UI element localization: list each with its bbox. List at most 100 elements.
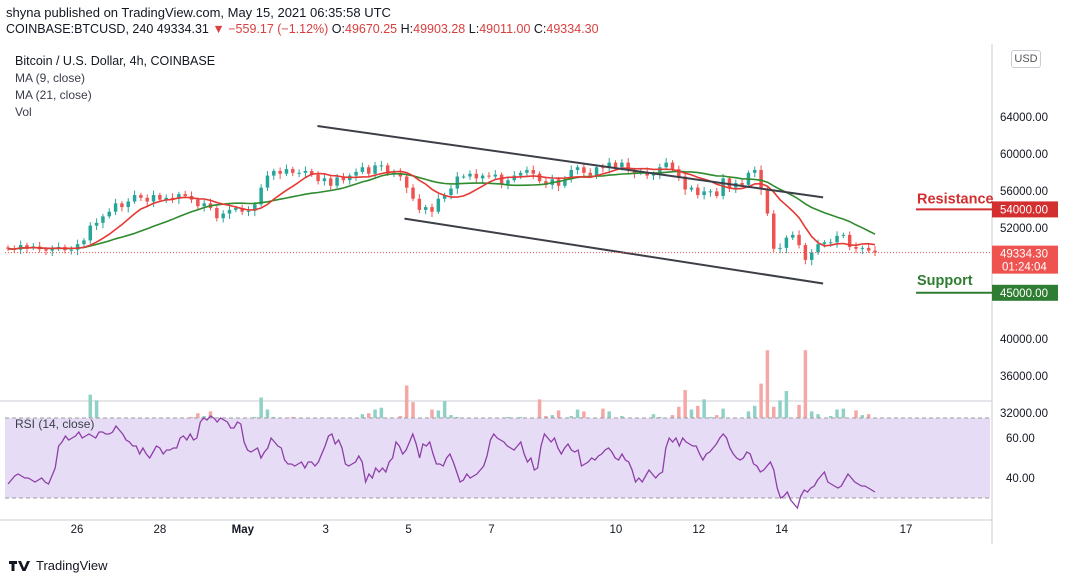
time-tick-label: 3 [322,524,328,536]
volume-bar [411,402,415,433]
open-value: 49670.25 [345,22,398,36]
candle-body [253,204,257,211]
candle-body [607,162,611,169]
candle-body [411,187,415,199]
candle-body [107,211,111,217]
candle-body [620,162,624,168]
high-label: H: [400,22,414,36]
candle-body [246,210,251,212]
candle-body [221,213,225,219]
candle-body [677,169,681,177]
time-tick-label: 26 [71,524,84,536]
candle-body [601,167,605,169]
candle-body [569,170,573,180]
resistance-price-tag-text: 54000.00 [1000,204,1048,216]
candle-body [518,172,523,176]
price-tick-label: 56000.00 [1000,186,1048,198]
candle-body [860,247,865,249]
price-change: −559.17 (−1.12%) [228,22,329,36]
tradingview-brand: TradingView [36,558,108,573]
candle-body [594,167,599,176]
candle-body [69,249,74,251]
candle-body [284,169,289,174]
candle-body [873,250,877,253]
candle-body [316,174,320,182]
candle-body [158,195,162,200]
candle-body [164,197,168,200]
candle-body [803,245,808,260]
candle-body [170,197,175,199]
currency-button[interactable]: USD [1011,50,1041,68]
candle-body [113,203,118,212]
candle-body [82,240,86,245]
candle-body [556,179,561,186]
high-value: 49903.28 [413,22,466,36]
price-tick-label: 40000.00 [1000,334,1048,346]
candle-body [44,249,48,251]
candle-body [797,234,801,246]
candle-body [417,198,422,210]
legend-ma9[interactable]: MA (9, close) [15,71,86,85]
rsi-tick-label: 40.00 [1006,473,1035,485]
volume-bar [803,350,808,433]
candle-body [436,198,441,212]
candle-body [272,170,276,176]
candle-body [310,170,314,175]
candle-body [139,195,143,198]
price-tick-label: 52000.00 [1000,223,1048,235]
volume-bar [259,397,263,433]
candle-body [126,201,130,208]
time-tick-label: 14 [775,524,788,536]
candle-body [196,199,200,207]
channel-lower-line [404,217,824,285]
time-tick-label: May [232,524,255,536]
candle-body [499,174,504,184]
publish-info: shyna published on TradingView.com, May … [6,5,391,20]
candle-body [227,209,232,214]
candle-body [708,191,713,193]
candle-body [575,167,580,171]
last-price: 49334.31 [156,22,209,36]
tradingview-logo[interactable]: TradingView [8,558,108,573]
candle-body [765,189,770,214]
legend-rsi[interactable]: RSI (14, close) [15,417,95,431]
candle-body [278,170,282,174]
candle-body [322,178,327,182]
resistance-label: Resistance [917,191,994,207]
candle-body [683,176,687,190]
candle-body [772,213,776,249]
ma21-line [7,170,876,251]
candle-body [101,216,105,223]
candle-body [297,172,301,174]
legend-ma21[interactable]: MA (21, close) [15,88,92,102]
candle-body [588,172,592,176]
candle-body [790,234,795,238]
candle-body [854,246,858,249]
chart-header: shyna published on TradingView.com, May … [0,0,1065,44]
candle-body [651,173,656,176]
countdown-text: 01:24:04 [1002,262,1047,274]
candle-body [151,195,156,202]
candle-body [493,174,498,177]
candle-body [784,237,789,248]
volume-bar [537,399,542,433]
candle-body [658,167,662,174]
time-tick-label: 17 [900,524,913,536]
volume-bar [94,400,99,433]
volume-bar [759,383,763,433]
open-label: O: [331,22,345,36]
candle-body [670,162,675,170]
candle-body [702,191,706,196]
legend-volume[interactable]: Vol [15,105,32,119]
chart-frame[interactable]: 64000.0060000.0056000.0052000.0048000.00… [0,44,1065,554]
candle-body [531,170,536,174]
candle-body [727,178,732,188]
candle-body [259,187,263,205]
candle-body [816,244,820,253]
rsi-tick-label: 60.00 [1006,433,1035,445]
candle-body [455,176,460,189]
candle-body [715,191,719,196]
candle-body [202,203,206,207]
price-tick-label: 64000.00 [1000,112,1048,124]
price-chart[interactable]: 64000.0060000.0056000.0052000.0048000.00… [0,44,1065,554]
